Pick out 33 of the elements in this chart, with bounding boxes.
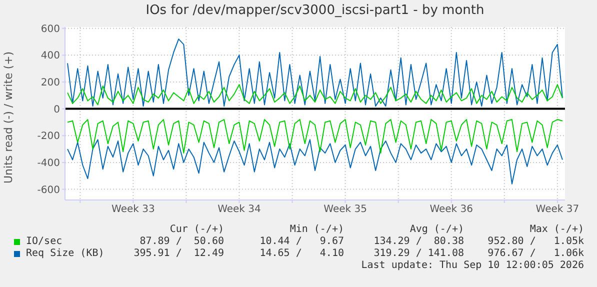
y-tick-label: 200 — [40, 78, 60, 89]
y-tick-label: -600 — [37, 184, 60, 196]
x-tick-label: Week 34 — [218, 204, 261, 216]
y-tick-label: -400 — [37, 158, 60, 169]
text: 952.80 / 1.05k — [486, 236, 584, 248]
legend-label: Req Size (KB) — [26, 248, 104, 260]
line-series — [67, 38, 563, 107]
text: 134.29 / 80.38 — [372, 236, 464, 248]
line-series — [67, 119, 563, 154]
y-tick-label: -200 — [37, 131, 60, 142]
text: 10.44 / 9.67 — [258, 236, 344, 248]
x-tick-label: Week 37 — [536, 204, 580, 216]
line-series — [67, 139, 563, 184]
text: Max (-/+) — [528, 224, 584, 236]
text: Avg (-/+) — [408, 224, 464, 236]
y-tick-label: 0 — [54, 104, 60, 116]
text: 14.65 / 4.10 — [258, 248, 344, 260]
y-tick-label: 400 — [40, 50, 60, 62]
text: 319.29 / 141.08 — [372, 248, 464, 260]
text: Last update: Thu Sep 10 12:00:05 2026 — [360, 260, 584, 272]
x-tick-label: Week 35 — [324, 204, 367, 216]
y-axis-title: Units read (-) / write (+) — [2, 51, 15, 184]
line-series — [67, 84, 563, 106]
chart-title: IOs for /dev/mapper/scv3000_iscsi-part1 - by month — [144, 3, 486, 18]
text: Min (-/+) — [288, 224, 344, 236]
y-tick-label: 600 — [40, 24, 60, 35]
x-tick-label: Week 33 — [112, 204, 155, 216]
text: 395.91 / 12.49 — [132, 248, 224, 260]
text: 976.67 / 1.06k — [486, 248, 584, 260]
text: Cur (-/+) — [168, 224, 224, 236]
x-tick-label: Week 36 — [430, 204, 474, 216]
text: 87.89 / 50.60 — [138, 236, 224, 248]
legend-label: IO/sec — [26, 236, 64, 248]
